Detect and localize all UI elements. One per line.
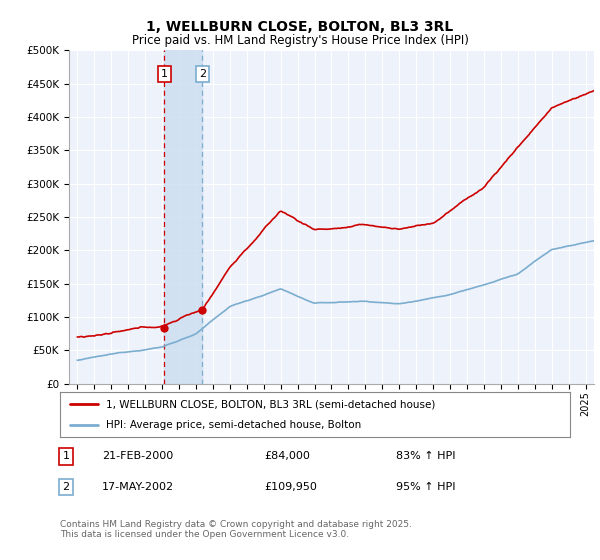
Text: 17-MAY-2002: 17-MAY-2002 — [102, 482, 174, 492]
Text: 1, WELLBURN CLOSE, BOLTON, BL3 3RL (semi-detached house): 1, WELLBURN CLOSE, BOLTON, BL3 3RL (semi… — [106, 399, 435, 409]
Text: 83% ↑ HPI: 83% ↑ HPI — [396, 451, 455, 461]
Text: HPI: Average price, semi-detached house, Bolton: HPI: Average price, semi-detached house,… — [106, 419, 361, 430]
Text: 2: 2 — [199, 69, 206, 79]
Text: £109,950: £109,950 — [264, 482, 317, 492]
Text: £84,000: £84,000 — [264, 451, 310, 461]
Bar — [164, 50, 202, 384]
Text: 2: 2 — [62, 482, 70, 492]
Text: 1: 1 — [161, 69, 168, 79]
Text: 1: 1 — [62, 451, 70, 461]
Text: Contains HM Land Registry data © Crown copyright and database right 2025.
This d: Contains HM Land Registry data © Crown c… — [60, 520, 412, 539]
Text: 95% ↑ HPI: 95% ↑ HPI — [396, 482, 455, 492]
Text: 21-FEB-2000: 21-FEB-2000 — [102, 451, 173, 461]
Text: 1, WELLBURN CLOSE, BOLTON, BL3 3RL: 1, WELLBURN CLOSE, BOLTON, BL3 3RL — [146, 20, 454, 34]
Text: Price paid vs. HM Land Registry's House Price Index (HPI): Price paid vs. HM Land Registry's House … — [131, 34, 469, 46]
